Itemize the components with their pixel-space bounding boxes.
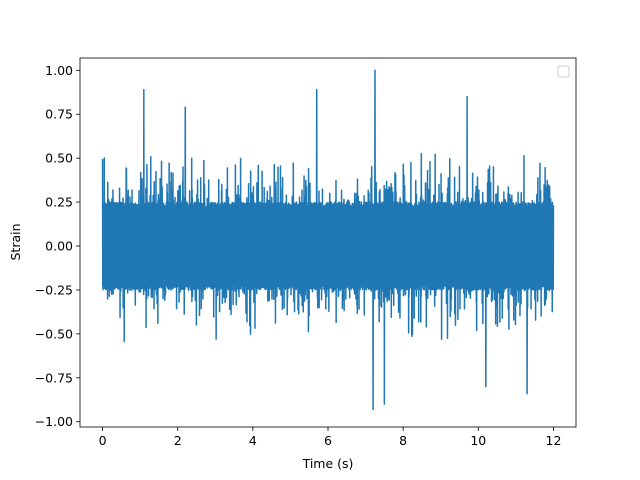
y-tick-label: 1.00: [45, 63, 73, 78]
x-axis-label: Time (s): [302, 456, 354, 471]
x-tick-label: 4: [249, 433, 257, 448]
y-tick-label: −1.00: [35, 414, 73, 429]
strain-line: [101, 69, 555, 411]
x-tick-label: 12: [546, 433, 562, 448]
x-tick-label: 6: [324, 433, 332, 448]
x-tick-label: 0: [99, 433, 107, 448]
y-axis-label: Strain: [8, 223, 23, 260]
y-tick-label: −0.25: [35, 282, 73, 297]
y-tick-label: 0.25: [45, 195, 73, 210]
y-tick-label: 0.00: [45, 239, 73, 254]
series-layer: [101, 69, 555, 411]
x-axis: 0 2 4 6 8 10 12: [99, 427, 562, 448]
legend-box: [557, 65, 570, 78]
y-axis: −1.00 −0.75 −0.50 −0.25 0.00 0.25 0.50 0.75 1.00: [35, 63, 80, 429]
y-tick-label: 0.75: [45, 107, 73, 122]
y-tick-label: −0.50: [35, 326, 73, 341]
x-tick-label: 2: [174, 433, 182, 448]
y-tick-label: 0.50: [45, 151, 73, 166]
x-tick-label: 8: [399, 433, 407, 448]
x-tick-label: 10: [470, 433, 486, 448]
plot-area: [79, 57, 577, 428]
y-tick-label: −0.75: [35, 370, 73, 385]
